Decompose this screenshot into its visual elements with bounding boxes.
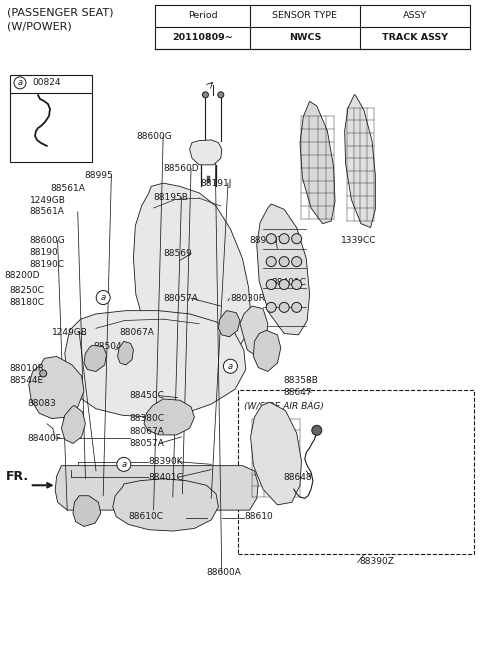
Text: 88648: 88648 [283,473,312,482]
Text: 88450C: 88450C [130,391,165,400]
Text: 88504G: 88504G [94,342,129,351]
Text: 88067A: 88067A [119,328,154,337]
Text: 1339CC: 1339CC [341,236,376,245]
Polygon shape [190,140,222,165]
Circle shape [292,233,301,244]
Text: 88401C: 88401C [149,473,184,482]
Circle shape [279,256,289,267]
Text: SENSOR TYPE: SENSOR TYPE [273,12,337,20]
Circle shape [117,457,131,472]
Polygon shape [84,345,107,371]
Text: FR.: FR. [6,470,29,483]
Polygon shape [73,496,101,526]
Circle shape [96,290,110,305]
Text: 88600G: 88600G [30,236,65,245]
Text: 88569: 88569 [163,249,192,258]
Text: 00824: 00824 [32,78,60,88]
Text: 88190: 88190 [30,248,59,257]
Text: 88083: 88083 [28,399,57,408]
Circle shape [266,302,276,313]
Text: 88191J: 88191J [201,179,232,188]
Text: 88600A: 88600A [206,568,241,577]
Circle shape [292,302,301,313]
Polygon shape [253,330,281,371]
Circle shape [40,370,47,377]
Text: 88561A: 88561A [30,207,65,216]
Circle shape [203,92,208,98]
Circle shape [292,256,301,267]
Polygon shape [65,311,246,417]
Polygon shape [55,466,258,510]
Text: 20110809~: 20110809~ [172,33,233,43]
Text: 88600G: 88600G [137,131,172,141]
Circle shape [14,77,26,89]
Text: 88250C: 88250C [10,286,45,295]
Polygon shape [113,479,218,531]
Text: 88610: 88610 [245,512,274,521]
Text: 88057A: 88057A [130,439,165,448]
Text: 88057A: 88057A [163,294,198,303]
Circle shape [266,279,276,290]
Text: 88400F: 88400F [28,434,61,443]
Circle shape [312,425,322,436]
Polygon shape [133,183,251,368]
Text: 88067A: 88067A [130,427,165,436]
Text: 88610C: 88610C [128,512,163,521]
Text: 88030R: 88030R [230,294,265,303]
Text: 88195B: 88195B [154,193,189,202]
Text: a: a [17,78,23,88]
Text: 88010R: 88010R [10,364,45,373]
Text: 88390K: 88390K [149,457,183,466]
Polygon shape [300,101,335,224]
Text: a: a [228,362,233,371]
Circle shape [279,279,289,290]
Polygon shape [345,95,375,228]
Circle shape [223,359,238,373]
Text: 88190C: 88190C [30,260,65,269]
Text: 88358B: 88358B [283,376,318,385]
Text: 88560D: 88560D [163,164,199,173]
Text: 88380C: 88380C [130,414,165,423]
Circle shape [279,302,289,313]
Circle shape [218,92,224,98]
Circle shape [292,279,301,290]
Bar [238,390,474,554]
Polygon shape [118,341,133,365]
Text: Period: Period [188,12,217,20]
Text: (W/SIDE AIR BAG): (W/SIDE AIR BAG) [244,402,324,411]
Text: 88390Z: 88390Z [359,557,394,566]
Text: 88647: 88647 [283,388,312,397]
Text: a: a [101,293,106,302]
Text: ASSY: ASSY [403,12,427,20]
Circle shape [266,256,276,267]
Text: NWCS: NWCS [289,33,321,43]
Text: 88401C: 88401C [271,278,306,287]
Text: 1249GB: 1249GB [52,328,88,337]
Text: 88544E: 88544E [10,376,44,385]
Polygon shape [61,405,85,443]
Polygon shape [29,356,84,419]
Polygon shape [257,204,310,335]
Text: (PASSENGER SEAT)
(W/POWER): (PASSENGER SEAT) (W/POWER) [7,8,114,32]
Text: TRACK ASSY: TRACK ASSY [382,33,448,43]
Text: 88180C: 88180C [10,298,45,307]
Text: 88561A: 88561A [50,184,85,193]
Text: 88920T: 88920T [250,236,284,245]
Polygon shape [240,306,268,356]
Polygon shape [251,402,301,505]
Text: 88200D: 88200D [5,271,40,281]
Polygon shape [144,399,194,435]
Bar [10,75,92,162]
Circle shape [266,233,276,244]
Polygon shape [218,311,240,337]
Text: 88995: 88995 [84,171,113,180]
Circle shape [279,233,289,244]
Text: a: a [121,460,126,469]
Text: 1249GB: 1249GB [30,196,66,205]
